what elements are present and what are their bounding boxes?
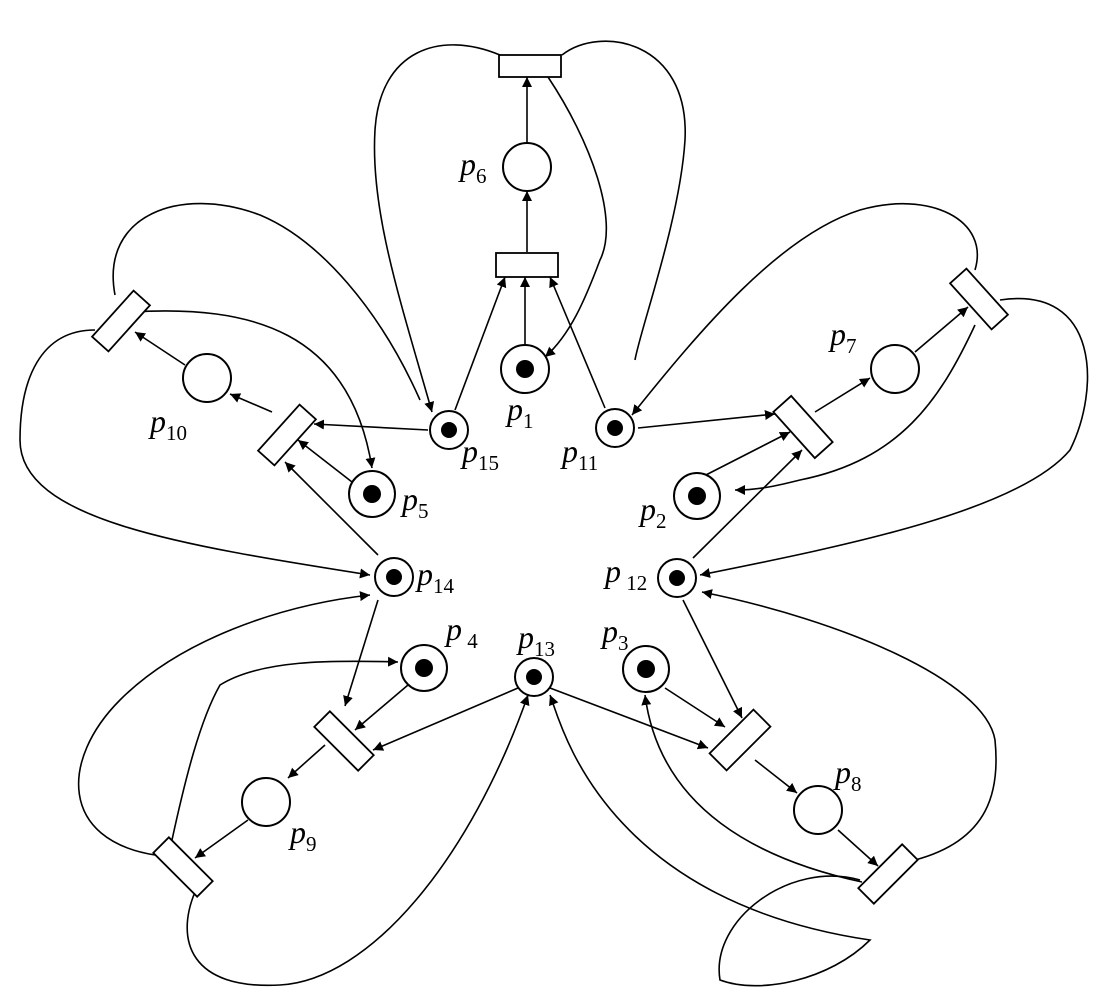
places xyxy=(182,142,920,835)
arc-t-bl-lower-to-p4 xyxy=(171,656,399,841)
transition-t-left-upper xyxy=(90,289,152,353)
label-p5: p5 xyxy=(400,481,429,523)
token-p12 xyxy=(669,570,685,586)
arc-t-top-upper-to-p1 xyxy=(544,76,608,358)
token-p5 xyxy=(363,485,381,503)
token-p13 xyxy=(526,669,542,685)
label-p4: p 4 xyxy=(444,611,478,653)
transition-t-right-upper xyxy=(948,267,1010,331)
straight-arcs xyxy=(134,77,969,867)
place-p10 xyxy=(182,353,232,403)
arc-t-right-upper-to-p12 xyxy=(699,297,1089,578)
arc-p15-to-t-top-lower xyxy=(454,276,507,411)
place-p6 xyxy=(502,142,552,192)
label-p2: p2 xyxy=(638,491,667,533)
token-p11 xyxy=(607,420,623,436)
arc-p11-to-t-right-lower xyxy=(637,410,776,429)
label-p8: p8 xyxy=(833,754,862,796)
arc-p12-to-t-br-upper xyxy=(682,599,743,719)
arc-t-top-upper-to-p15 xyxy=(373,44,501,413)
place-p8 xyxy=(793,785,843,835)
arc-t-br-lower-to-p3 xyxy=(641,694,863,883)
transition-t-top-upper xyxy=(498,54,562,78)
arc-p15-to-t-left-lower xyxy=(313,419,429,431)
arc-t-left-upper-to-p5 xyxy=(131,310,376,469)
arc-p7-to-t-right-upper xyxy=(914,306,969,353)
arc-p10-to-t-left-upper xyxy=(134,331,186,366)
label-p12: p 12 xyxy=(603,553,647,595)
label-p15: p15 xyxy=(460,433,499,475)
transitions xyxy=(90,54,1010,905)
arc-t-bl-lower-to-p14 xyxy=(78,591,371,856)
place-labels: p1 p2 p3 p 4 p5 p6 p7 p8 p9 p10 p11 p 12… xyxy=(148,146,862,856)
label-p11: p11 xyxy=(560,433,598,475)
arc-p12-to-t-right-lower xyxy=(692,449,803,559)
label-p14: p14 xyxy=(415,556,455,598)
token-p3 xyxy=(637,660,655,678)
label-p10: p10 xyxy=(148,403,187,445)
token-p2 xyxy=(688,487,706,505)
transition-t-top-lower xyxy=(495,252,559,278)
arc-p14-to-t-bl-upper xyxy=(343,599,379,707)
label-p6: p6 xyxy=(458,146,487,188)
token-p1 xyxy=(516,360,534,378)
arc-p13-to-t-br-upper xyxy=(549,687,709,750)
arc-p11-to-t-top-upper xyxy=(561,40,686,361)
arc-p5-to-t-left-lower xyxy=(297,439,353,483)
transition-t-left-lower xyxy=(256,403,318,467)
arc-t-left-upper-to-p14 xyxy=(19,329,371,579)
label-p9: p9 xyxy=(288,814,317,856)
token-p14 xyxy=(386,569,402,585)
place-p7 xyxy=(870,344,920,394)
arc-p13-to-t-bl-upper xyxy=(372,687,519,751)
arc-t-bl-upper-to-p9 xyxy=(287,744,326,779)
label-p7: p7 xyxy=(828,316,857,358)
arc-p3-to-t-br-upper xyxy=(664,687,726,728)
arc-t-br-upper-to-p8 xyxy=(754,759,798,794)
arc-p14-to-t-left-lower xyxy=(284,461,379,556)
arc-t-right-upper-to-p11 xyxy=(631,202,978,416)
transition-t-bl-upper xyxy=(313,710,375,772)
arc-t-right-lower-to-p7 xyxy=(814,377,871,413)
transition-t-br-lower xyxy=(857,843,919,905)
arc-p2-to-t-right-lower xyxy=(699,431,791,479)
arc-t-br-lower-to-p13 xyxy=(549,694,872,987)
arc-t-left-lower-to-p10 xyxy=(229,393,273,413)
arc-p9-to-t-bl-lower xyxy=(194,819,249,859)
loop-arcs xyxy=(19,40,1089,987)
arc-p15-to-t-left-upper xyxy=(112,202,421,401)
arc-t-br-lower-to-p12 xyxy=(701,589,997,861)
arc-t-bl-lower-to-p13 xyxy=(186,694,530,987)
label-p13: p13 xyxy=(516,619,555,661)
arc-p8-to-t-br-lower xyxy=(837,829,879,867)
transition-t-bl-lower xyxy=(152,836,214,898)
transition-t-br-upper xyxy=(708,708,772,772)
label-p3: p3 xyxy=(600,613,629,655)
token-p15 xyxy=(441,422,457,438)
arc-t-right-upper-to-p2 xyxy=(734,324,976,495)
arc-p11-to-t-top-lower xyxy=(549,276,606,409)
place-p9 xyxy=(241,777,291,827)
token-p4 xyxy=(415,659,433,677)
label-p1: p1 xyxy=(505,391,534,433)
transition-t-right-lower xyxy=(772,394,834,460)
arc-p4-to-t-bl-upper xyxy=(354,684,409,731)
